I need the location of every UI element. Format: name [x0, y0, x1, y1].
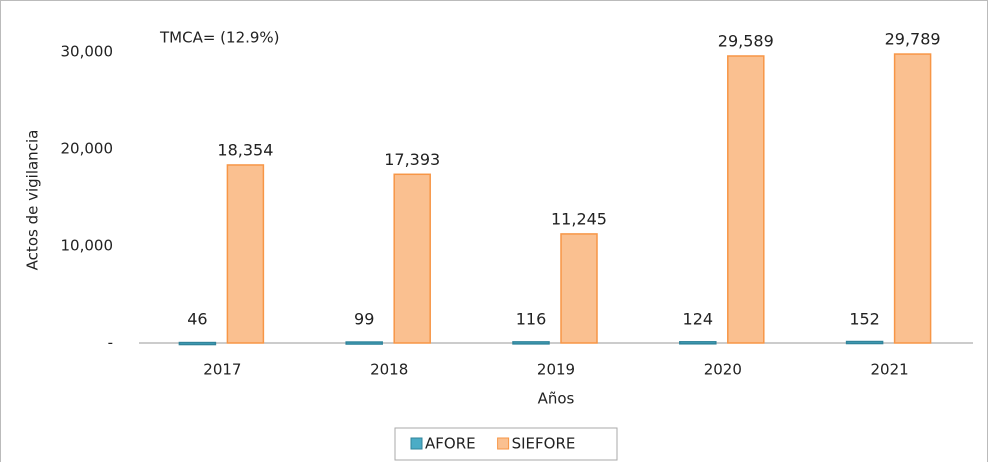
bar	[560, 233, 598, 344]
bar	[345, 341, 383, 345]
x-axis-label: Años	[538, 390, 575, 408]
x-tick-label: 2019	[537, 361, 575, 379]
data-label: 29,589	[718, 31, 774, 50]
bar	[845, 340, 884, 345]
bar	[178, 341, 217, 346]
data-label: 124	[683, 310, 714, 329]
x-tick-label: 2017	[203, 361, 241, 379]
annotation: TMCA= (12.9%)	[159, 29, 280, 47]
data-label: 11,245	[551, 209, 607, 228]
data-label: 29,789	[885, 30, 941, 49]
data-label: 17,393	[384, 150, 440, 169]
x-tick-label: 2020	[704, 361, 742, 379]
y-tick-label: 30,000	[61, 43, 114, 61]
bar	[393, 173, 431, 344]
x-tick-label: 2021	[871, 361, 909, 379]
data-label: 18,354	[217, 140, 273, 159]
y-tick-label: 20,000	[61, 140, 114, 158]
data-label: 46	[187, 310, 207, 329]
bar	[893, 53, 932, 344]
data-label: 152	[849, 310, 880, 329]
y-axis-label: Actos de vigilancia	[24, 130, 42, 271]
y-tick-label: -	[108, 334, 113, 352]
data-label: 116	[516, 310, 547, 329]
legend-swatch	[410, 437, 423, 450]
bar	[727, 55, 765, 344]
legend-swatch	[497, 437, 510, 450]
data-label: 99	[354, 310, 374, 329]
legend-label: AFORE	[425, 435, 476, 453]
legend-label: SIEFORE	[512, 435, 576, 453]
bar	[679, 341, 717, 345]
bar	[226, 164, 265, 344]
y-tick-label: 10,000	[61, 237, 114, 255]
bar	[512, 341, 550, 345]
x-tick-label: 2018	[370, 361, 408, 379]
